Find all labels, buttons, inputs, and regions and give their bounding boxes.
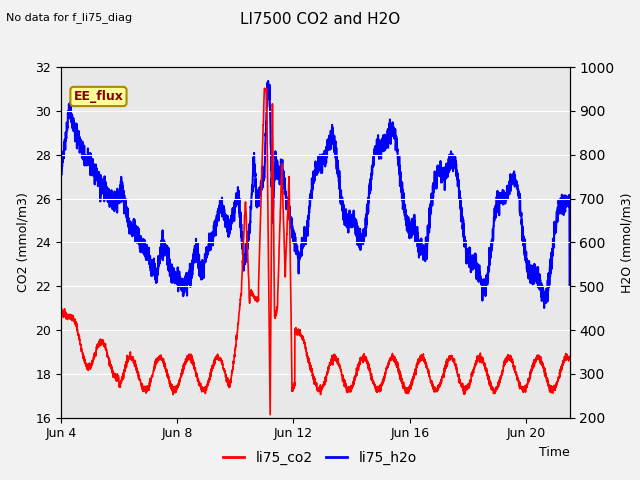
Legend: li75_co2, li75_h2o: li75_co2, li75_h2o: [218, 445, 422, 471]
Y-axis label: CO2 (mmol/m3): CO2 (mmol/m3): [17, 192, 29, 292]
Text: LI7500 CO2 and H2O: LI7500 CO2 and H2O: [240, 12, 400, 27]
Y-axis label: H2O (mmol/m3): H2O (mmol/m3): [620, 192, 633, 293]
Text: No data for f_li75_diag: No data for f_li75_diag: [6, 12, 132, 23]
X-axis label: Time: Time: [539, 446, 570, 459]
Text: EE_flux: EE_flux: [74, 90, 124, 103]
